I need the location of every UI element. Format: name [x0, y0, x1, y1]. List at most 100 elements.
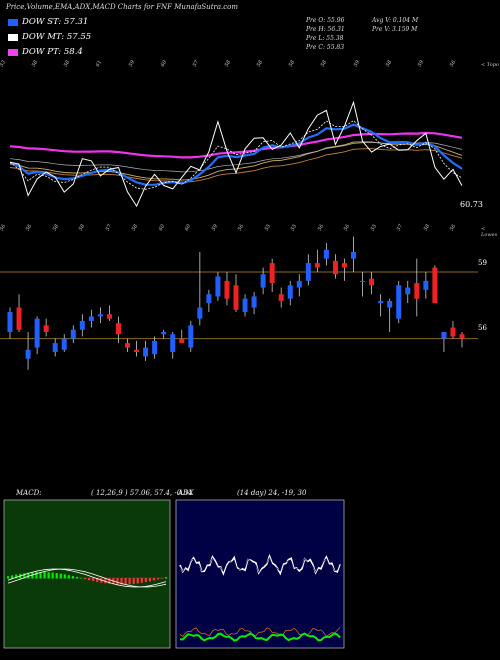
dow-st-swatch [8, 18, 18, 26]
candlesticks [7, 236, 465, 370]
macd-histogram-bar [7, 576, 10, 579]
macd-histogram-bar [148, 578, 151, 582]
macd-histogram-bar [156, 578, 160, 580]
candle-body [242, 298, 248, 312]
macd-histogram-bar [88, 578, 91, 581]
candle-body [251, 296, 257, 308]
macd-histogram-bar [83, 578, 87, 580]
macd-histogram-bar [47, 572, 50, 579]
candle-body [179, 338, 185, 344]
candle-body [369, 278, 375, 286]
candle-body [405, 287, 411, 295]
candle-body [61, 338, 67, 350]
macd-histogram-bar [152, 578, 156, 581]
candle-body [441, 332, 447, 339]
dow-mt-legend: DOW MT: 57.55 [8, 32, 91, 42]
price-levels [0, 271, 478, 340]
macd-histogram-bar [63, 574, 66, 579]
macd-histogram-bar [67, 575, 70, 579]
price-osc-line [9, 100, 463, 208]
macd-histogram-bar [27, 572, 30, 579]
candle-body [79, 320, 85, 330]
candle-body [188, 325, 194, 348]
adx-values: (14 day) 24, -19, 30 [237, 489, 307, 497]
adx-title: ADX [178, 489, 194, 497]
plus-di-line [179, 632, 341, 642]
macd-values: ( 12,26,9 ) 57.06, 57.4, -0.34 [91, 489, 193, 497]
macd-signal-line [7, 568, 167, 588]
macd-histogram-bar [39, 572, 42, 579]
macd-histogram-bar [160, 578, 164, 579]
macd-histogram-bar [31, 572, 34, 579]
candle-body [341, 263, 347, 268]
candle-body [134, 349, 140, 352]
candle-body [215, 276, 221, 297]
dow-st-label: DOW ST: 57.31 [22, 17, 89, 27]
stat-pre-volume: Pre V: 3.159 M [372, 26, 418, 33]
macd-histogram-bar [116, 578, 119, 585]
candle-body [152, 340, 158, 355]
dow-pt-swatch [8, 48, 18, 56]
candle-body [414, 283, 420, 299]
candle-body [351, 252, 357, 259]
ema-long-line [9, 131, 463, 159]
macd-histogram-bar [59, 573, 62, 579]
dow-mt-swatch [8, 33, 18, 41]
macd-histogram-bar [120, 578, 123, 585]
candle-body [43, 325, 49, 332]
candle-body [125, 343, 131, 348]
macd-histogram-bar [43, 572, 46, 579]
adx-panel-bg [175, 499, 345, 649]
macd-histogram-bar [15, 574, 18, 579]
candle-body [387, 300, 393, 308]
macd-histogram-bar [104, 578, 107, 584]
chart-title: Price,Volume,EMA,ADX,MACD Charts for FNF… [6, 3, 239, 11]
dow-pt-label: DOW PT: 58.4 [22, 47, 83, 57]
macd-histogram-bar [132, 578, 135, 584]
dow-st-legend: DOW ST: 57.31 [8, 17, 88, 27]
macd-histogram-bar [71, 576, 75, 579]
candle-body [305, 263, 311, 281]
candle-body [16, 307, 22, 330]
macd-histogram-bar [23, 573, 26, 579]
dow-mt-label: DOW MT: 57.55 [22, 32, 92, 42]
stat-pre-low: Pre L: 55.38 [306, 35, 344, 42]
macd-histogram-bar [79, 577, 83, 579]
macd-histogram-bar [128, 578, 131, 585]
candle-body [52, 343, 58, 352]
macd-histogram-bar [11, 575, 14, 579]
candle-body [314, 263, 320, 268]
stat-pre-open: Pre O: 55.96 [306, 17, 345, 24]
candle-body [106, 314, 112, 319]
adx-plot [179, 553, 341, 642]
ema-short-line [9, 123, 463, 186]
candle-body [323, 249, 329, 259]
candle-body [88, 316, 94, 321]
candle-body [115, 323, 121, 335]
macd-histogram-bar [108, 578, 111, 584]
candle-body [70, 329, 76, 339]
candle-body [197, 307, 203, 319]
candle-body [378, 300, 384, 304]
macd-histogram-bar [136, 578, 139, 584]
macd-plot [7, 568, 168, 588]
candle-body [206, 294, 212, 304]
macd-histogram-bar [96, 578, 99, 582]
candle-body [25, 349, 31, 359]
candle-body [459, 334, 465, 339]
macd-histogram-bar [92, 578, 95, 582]
candle-body [296, 280, 302, 288]
macd-histogram-bar [51, 572, 54, 579]
minus-di-line [179, 627, 341, 637]
stat-avg-volume: Avg V: 0.104 M [372, 17, 419, 24]
level-low-label: 56 [478, 324, 487, 332]
macd-histogram-bar [144, 578, 147, 583]
candle-body [278, 294, 284, 301]
stat-pre-high: Pre H: 56.31 [306, 26, 345, 33]
candle-body [170, 334, 176, 352]
candle-body [260, 274, 266, 288]
candle-body [7, 312, 13, 332]
ema-mid2-line [9, 141, 463, 181]
ema-lines-panel [9, 100, 463, 208]
